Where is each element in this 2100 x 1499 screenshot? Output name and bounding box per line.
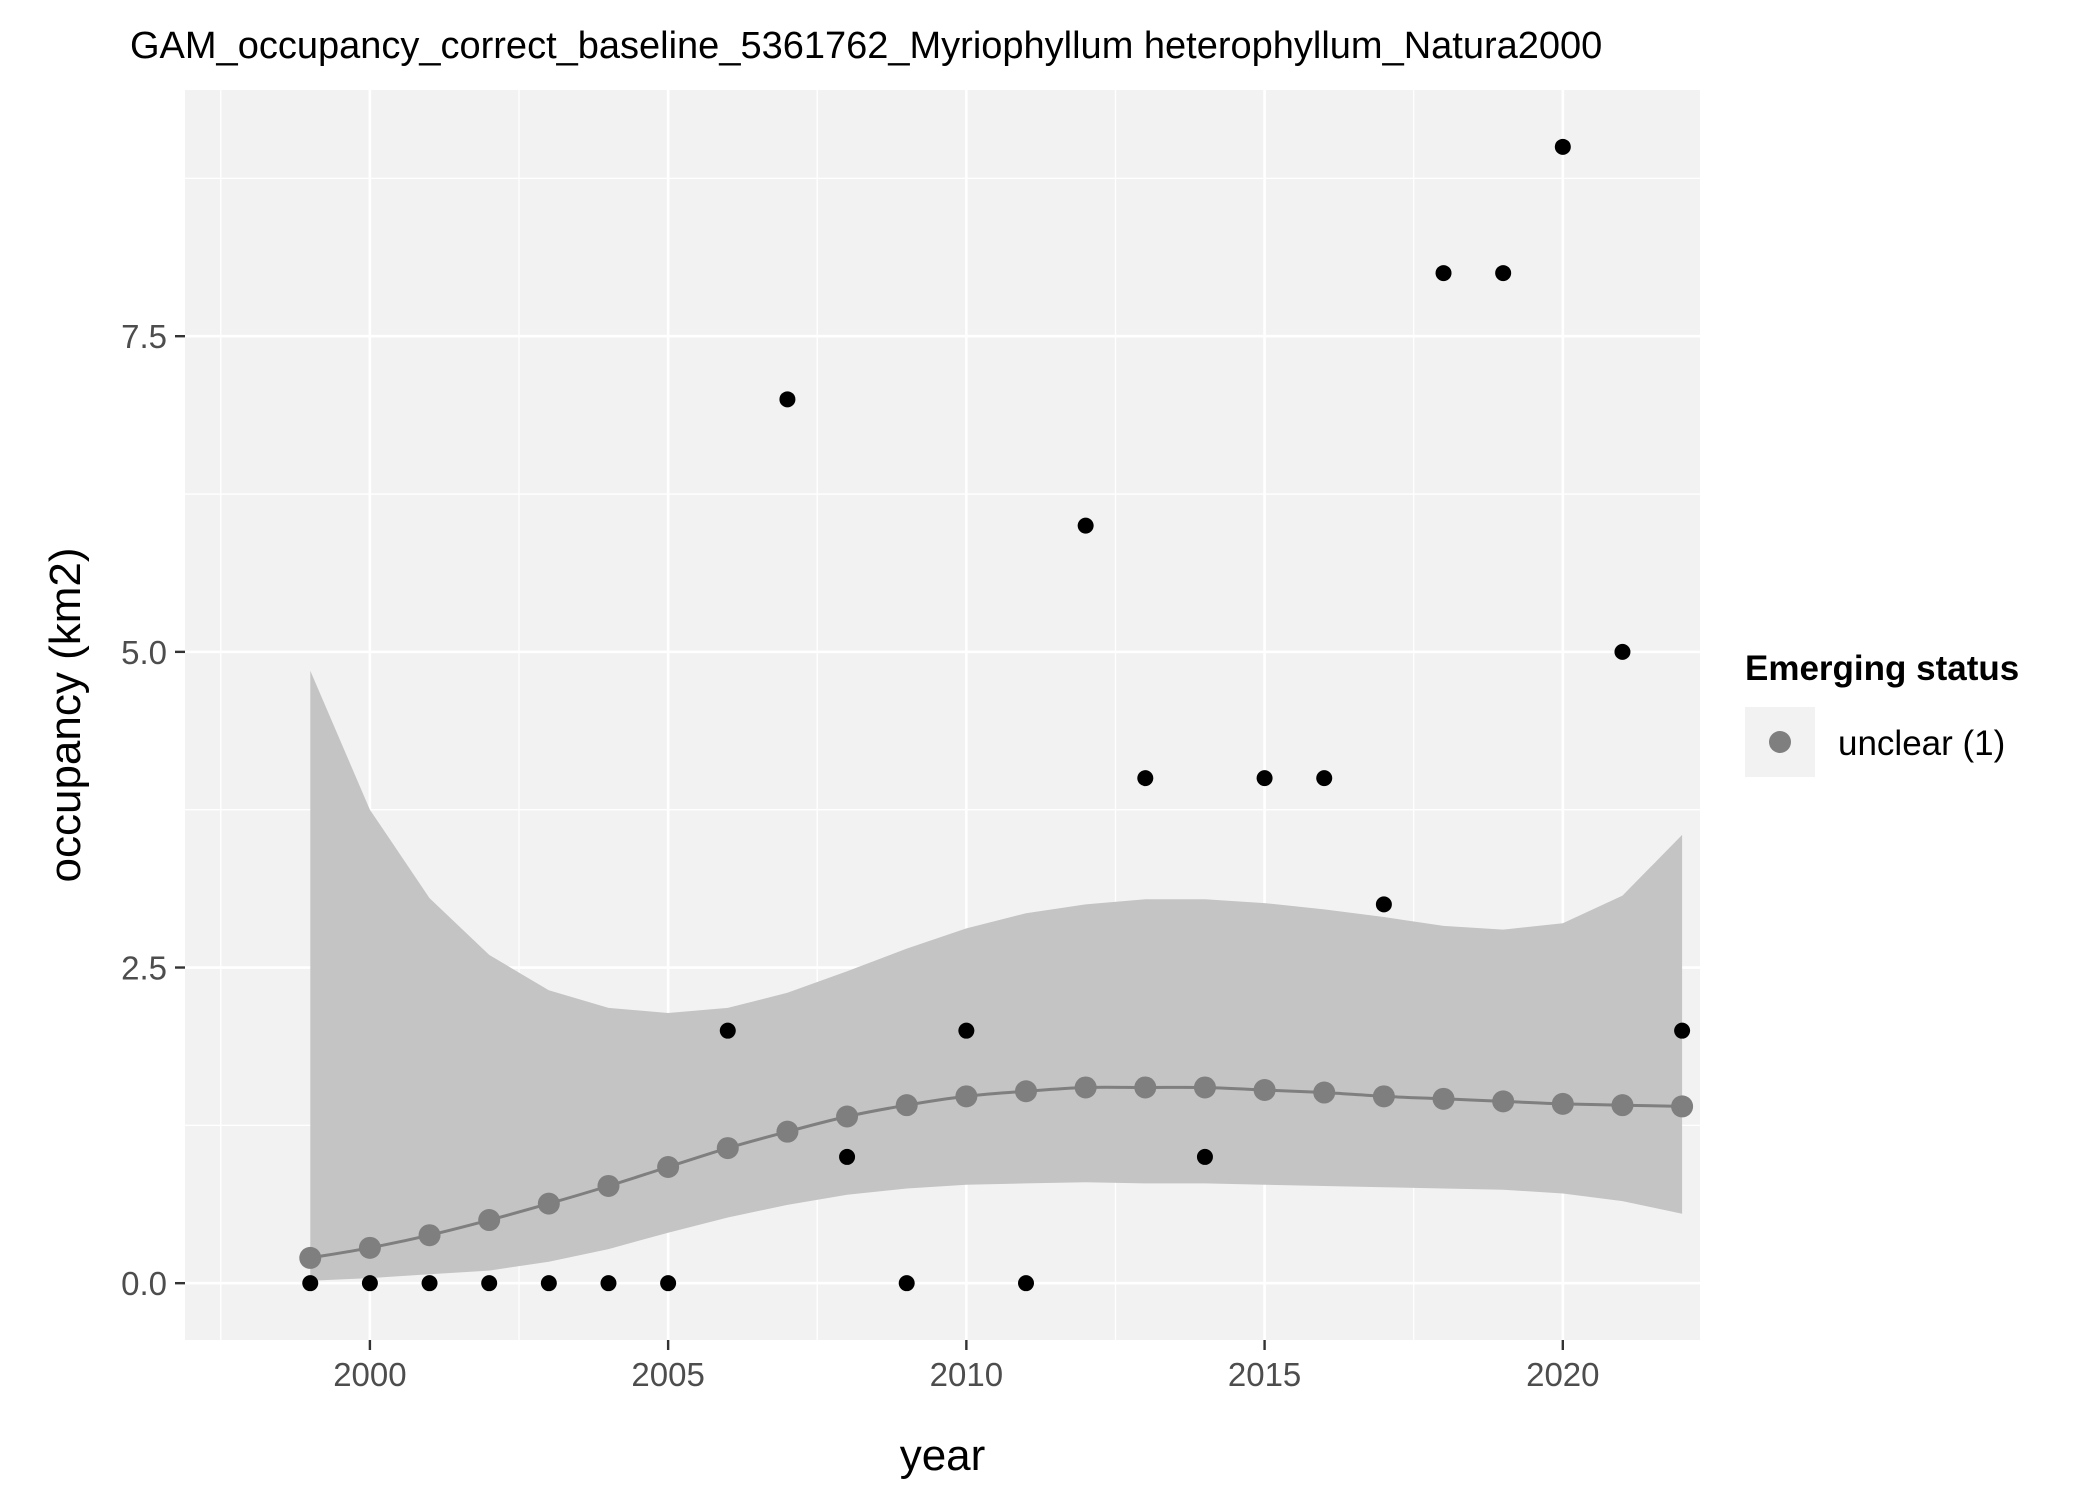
fit-point — [1551, 1092, 1574, 1115]
fit-point — [418, 1224, 441, 1247]
fit-point — [537, 1192, 560, 1215]
legend-title: Emerging status — [1745, 649, 2019, 688]
observed-point — [1316, 770, 1333, 787]
fit-point — [1611, 1094, 1634, 1117]
fit-point — [1372, 1085, 1395, 1108]
observed-point — [1137, 770, 1154, 787]
observed-point — [1495, 265, 1512, 282]
fit-point — [1015, 1080, 1038, 1103]
legend-key-dot — [1769, 731, 1791, 753]
legend: Emerging status unclear (1) — [1745, 649, 2019, 777]
fit-point — [1134, 1076, 1157, 1099]
observed-point — [600, 1275, 617, 1292]
observed-point — [1077, 517, 1094, 534]
x-axis-title: year — [900, 1431, 986, 1480]
y-tick-label: 2.5 — [121, 950, 167, 987]
fit-point — [1074, 1076, 1097, 1099]
x-axis: 2000 2005 2010 2015 2020 — [333, 1340, 1600, 1393]
observed-point — [779, 391, 796, 408]
observed-point — [1375, 896, 1392, 913]
observed-point — [421, 1275, 438, 1292]
fit-point — [1492, 1090, 1515, 1113]
observed-point — [1196, 1148, 1213, 1165]
fit-point — [597, 1174, 620, 1197]
fit-point — [657, 1156, 680, 1179]
observed-point — [660, 1275, 677, 1292]
observed-point — [540, 1275, 557, 1292]
y-tick-label: 5.0 — [121, 634, 167, 671]
fit-point — [358, 1236, 381, 1259]
y-tick-label: 0.0 — [121, 1265, 167, 1302]
y-axis-title: occupancy (km2) — [41, 547, 90, 882]
fit-point — [299, 1246, 322, 1269]
observed-point — [1554, 138, 1571, 155]
fit-point — [776, 1120, 799, 1143]
fit-point — [895, 1094, 918, 1117]
confidence-ribbon — [310, 670, 1683, 1281]
fit-point — [716, 1137, 739, 1160]
observed-point — [1614, 643, 1631, 660]
fit-point — [1432, 1087, 1455, 1110]
x-tick-label: 2020 — [1526, 1356, 1599, 1393]
observed-point — [719, 1022, 736, 1039]
y-axis: 0.0 2.5 5.0 7.5 — [121, 318, 185, 1302]
fit-point — [1313, 1081, 1336, 1104]
x-tick-label: 2010 — [930, 1356, 1003, 1393]
observed-point — [1435, 265, 1452, 282]
legend-label: unclear (1) — [1838, 724, 2005, 763]
fit-point — [1671, 1095, 1694, 1118]
observed-point — [1674, 1022, 1691, 1039]
observed-point — [302, 1275, 319, 1292]
y-tick-label: 7.5 — [121, 318, 167, 355]
observed-point — [1256, 770, 1273, 787]
observed-point — [958, 1022, 975, 1039]
x-tick-label: 2005 — [631, 1356, 704, 1393]
chart-title: GAM_occupancy_correct_baseline_5361762_M… — [130, 25, 1602, 67]
observed-point — [361, 1275, 378, 1292]
x-tick-label: 2000 — [333, 1356, 406, 1393]
fit-point — [1193, 1076, 1216, 1099]
fit-points — [299, 1076, 1694, 1269]
observed-point — [1018, 1275, 1035, 1292]
fit-point — [1253, 1079, 1276, 1101]
fit-point — [955, 1085, 978, 1108]
observed-points — [302, 138, 1691, 1292]
observed-point — [481, 1275, 498, 1292]
fit-point — [836, 1105, 859, 1128]
observed-point — [898, 1275, 915, 1292]
observed-point — [839, 1148, 856, 1165]
x-tick-label: 2015 — [1228, 1356, 1301, 1393]
fit-point — [478, 1209, 501, 1232]
